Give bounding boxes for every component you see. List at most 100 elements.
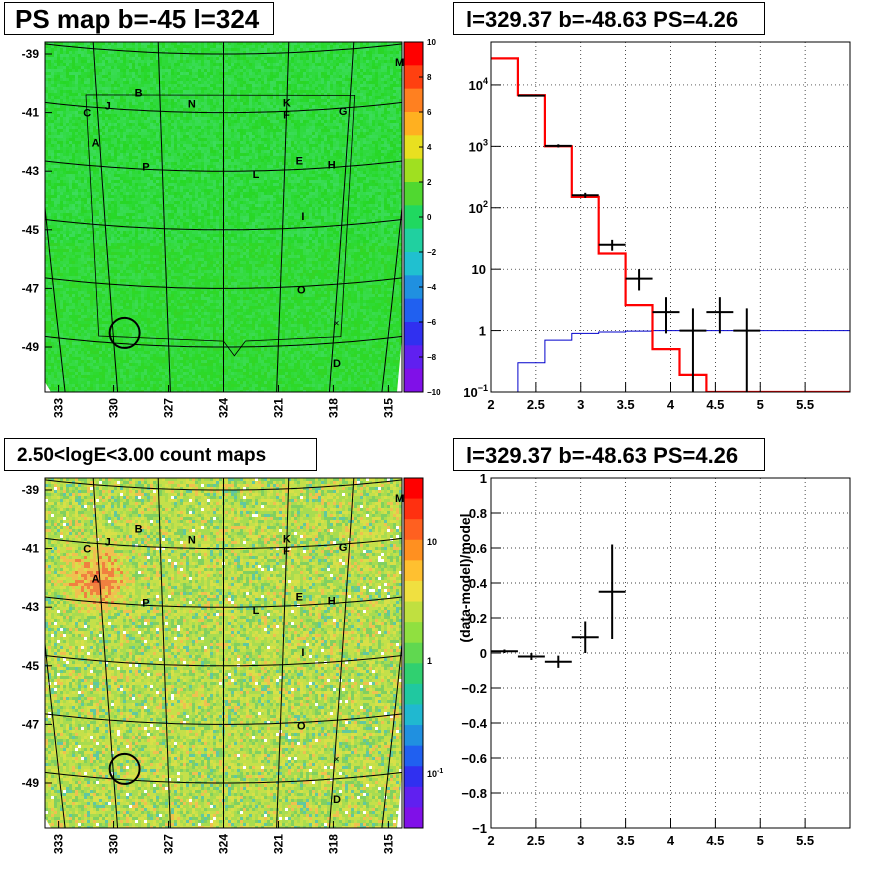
ps-map-cell [99,72,102,75]
ps-map-cell [168,60,171,63]
ps-map-cell [300,75,303,78]
ps-map-cell [54,48,57,51]
ps-map-cell [258,63,261,66]
ps-map-cell [63,51,66,54]
ps-map-cell [63,108,66,111]
ps-map-cell [159,69,162,72]
ps-map-cell [159,138,162,141]
ps-map-cell [183,129,186,132]
ps-map-cell [81,84,84,87]
ps-map-cell [192,69,195,72]
ps-map-cell [93,87,96,90]
ps-map-cell [258,159,261,162]
ps-map-cell [69,135,72,138]
ps-map-cell [384,159,387,162]
ps-map-cell [282,105,285,108]
ps-map-cell [204,135,207,138]
ps-map-cell [336,144,339,147]
ps-map-cell [195,123,198,126]
ps-map-cell [216,141,219,144]
ps-map-cell [288,141,291,144]
ps-map-cell [120,75,123,78]
ps-map-cell [237,132,240,135]
ps-map-cell [216,105,219,108]
ps-map-cell [174,111,177,114]
ps-map-cell [219,153,222,156]
ps-map-cell [204,54,207,57]
ps-map-cell [78,144,81,147]
ps-map-cell [258,135,261,138]
ps-map-cell [399,117,402,120]
ps-map-cell [372,150,375,153]
ps-map-cell [126,48,129,51]
ps-map-cell [273,123,276,126]
ps-map-cell [60,66,63,69]
ps-map-cell [210,57,213,60]
ps-map-cell [384,147,387,150]
ps-map-cell [360,111,363,114]
ps-map-cell [156,45,159,48]
ps-map-cell [309,129,312,132]
ps-map-cell [363,69,366,72]
ps-map-cell [72,96,75,99]
ps-map-cell [66,123,69,126]
ps-map-cell [165,87,168,90]
ps-map-cell [399,84,402,87]
ps-map-cell [189,93,192,96]
ps-map-cell [66,60,69,63]
ps-map-cell [273,105,276,108]
ps-map-cell [348,72,351,75]
ps-map-cell [384,60,387,63]
ps-map-cell [300,153,303,156]
ps-map-cell [297,60,300,63]
ps-map-cell [276,60,279,63]
ps-map-cell [159,60,162,63]
ps-map-cell [321,156,324,159]
ps-map-cell [207,93,210,96]
ps-map-cell [363,138,366,141]
ps-map-cell [342,111,345,114]
ps-map-cell [108,51,111,54]
ps-map-cell [228,72,231,75]
ps-map-cell [144,48,147,51]
ps-map-cell [318,117,321,120]
ps-map-cell [126,135,129,138]
ps-map-cell [348,147,351,150]
ps-map-cell [126,126,129,129]
ps-map-cell [366,111,369,114]
ps-map-cell [141,162,144,165]
ps-map-cell [162,102,165,105]
ps-map-cell [81,165,84,168]
ps-map-cell [291,135,294,138]
ps-map-cell [384,126,387,129]
ps-map-cell [180,108,183,111]
ps-map-cell [240,108,243,111]
ps-map-cell [204,159,207,162]
ps-map-cell [282,48,285,51]
ps-map-cell [228,42,231,45]
ps-map-cell [207,117,210,120]
ps-map-cell [363,141,366,144]
ps-map-cell [210,90,213,93]
ps-map-cell [147,135,150,138]
ps-map-cell [234,156,237,159]
ps-map-cell [339,45,342,48]
ps-map-cell [99,135,102,138]
ps-map-cell [204,141,207,144]
ps-map-cell [201,42,204,45]
ps-map-cell [333,66,336,69]
ps-map-cell [330,165,333,168]
ps-map-cell [399,99,402,102]
ps-map-cell [48,48,51,51]
ps-map-cell [291,60,294,63]
ps-map-cell [84,78,87,81]
ps-map-cell [75,123,78,126]
ps-map-cell [300,60,303,63]
ps-map-cell [48,42,51,45]
ps-map-cell [171,84,174,87]
ps-map-cell [240,120,243,123]
ps-map-cell [51,72,54,75]
ps-map-cell [153,159,156,162]
ps-map-cell [174,72,177,75]
ps-map-cell [342,45,345,48]
